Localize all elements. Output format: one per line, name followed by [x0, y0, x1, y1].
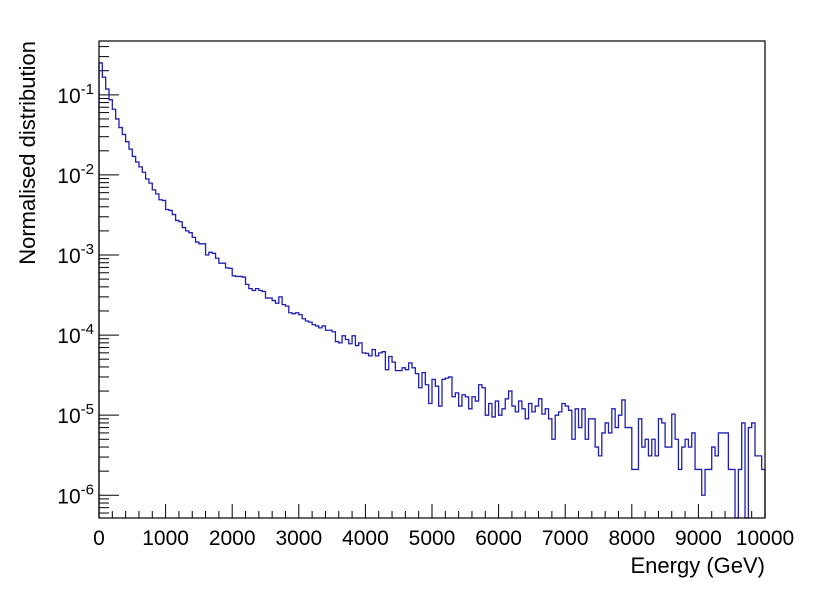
- x-axis-title: Energy (GeV): [631, 553, 766, 578]
- plot-frame: [98, 40, 766, 519]
- x-tick-label: 5000: [409, 527, 456, 550]
- y-tick-label: 10-5: [57, 401, 94, 428]
- y-tick-labels: 10-1 10-2 10-3 10-4 10-5 10-6: [57, 81, 94, 508]
- x-tick-label: 8000: [608, 527, 655, 550]
- x-tick-labels: 0 1000 2000 3000 4000 5000 6000 7000 8000 9000 100…: [93, 527, 794, 550]
- histogram-series-line: [98, 62, 766, 519]
- axis-ticks: [98, 46, 766, 518]
- x-tick-label: 0: [93, 527, 105, 550]
- x-tick-label: 7000: [542, 527, 589, 550]
- x-tick-label: 6000: [475, 527, 522, 550]
- x-tick-label: 2000: [209, 527, 256, 550]
- y-tick-label: 10-2: [57, 161, 94, 188]
- y-tick-label: 10-6: [57, 481, 94, 508]
- y-tick-label: 10-3: [57, 241, 94, 268]
- x-tick-label: 10000: [736, 527, 794, 550]
- y-tick-label: 10-4: [57, 321, 94, 348]
- x-tick-label: 4000: [342, 527, 389, 550]
- x-tick-label: 9000: [675, 527, 722, 550]
- x-tick-label: 1000: [142, 527, 189, 550]
- x-tick-label: 3000: [275, 527, 322, 550]
- y-tick-label: 10-1: [57, 81, 94, 108]
- y-axis-title: Normalised distribution: [15, 41, 40, 265]
